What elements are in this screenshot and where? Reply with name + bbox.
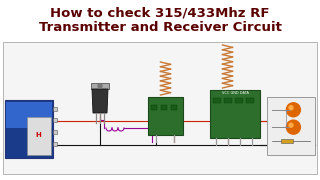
Bar xyxy=(224,98,232,103)
Circle shape xyxy=(286,103,300,117)
Bar xyxy=(6,102,52,128)
Circle shape xyxy=(286,120,300,134)
Bar xyxy=(235,98,243,103)
Text: VCC GND DATA: VCC GND DATA xyxy=(221,91,248,95)
Text: H: H xyxy=(36,132,42,138)
Bar xyxy=(281,138,293,143)
Bar xyxy=(5,100,53,158)
Bar xyxy=(267,97,315,155)
Bar xyxy=(3,42,317,174)
Bar xyxy=(171,105,177,110)
Bar xyxy=(161,105,167,110)
Bar xyxy=(151,105,157,110)
Polygon shape xyxy=(92,89,108,113)
Bar xyxy=(213,98,221,103)
Bar xyxy=(53,130,57,134)
Circle shape xyxy=(98,84,102,88)
Text: Transmitter and Receiver Circuit: Transmitter and Receiver Circuit xyxy=(39,21,281,33)
Bar xyxy=(148,97,183,135)
Circle shape xyxy=(289,123,293,127)
Bar xyxy=(27,117,51,155)
Bar xyxy=(53,107,57,111)
Bar xyxy=(246,98,254,103)
Bar xyxy=(210,90,260,138)
Bar xyxy=(53,141,57,145)
Text: How to check 315/433Mhz RF: How to check 315/433Mhz RF xyxy=(50,6,270,19)
Bar xyxy=(53,118,57,122)
Polygon shape xyxy=(91,83,109,89)
Circle shape xyxy=(289,106,293,110)
